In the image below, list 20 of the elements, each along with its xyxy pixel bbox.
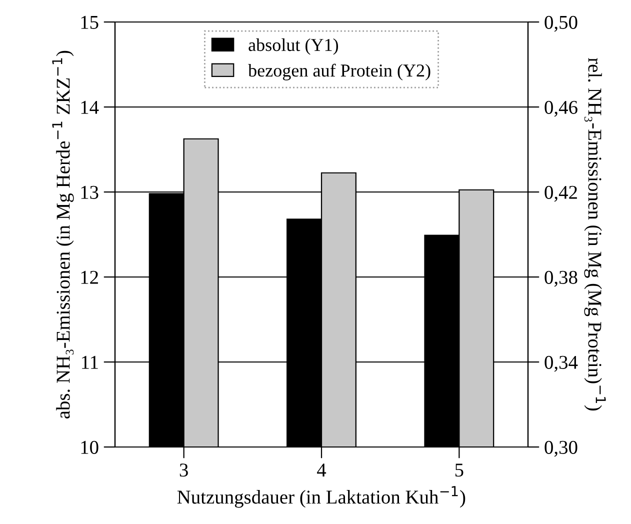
legend-label: absolut (Y1): [248, 38, 338, 55]
y-tick-label: 13: [81, 186, 98, 199]
y2-tick-label: 0,34: [544, 356, 578, 372]
y-tick-label: 14: [81, 100, 99, 114]
y2-tick-label: 0,30: [544, 440, 578, 457]
x-tick-label: 4: [317, 464, 326, 476]
y-tick-label: 11: [82, 356, 98, 369]
y-axis-title: abs. NH₃-Emissionen (in Mg Herde$^{−1}$ ZKZ$^{−1}$): [52, 50, 74, 418]
y2-tick-label: 0,42: [544, 186, 577, 202]
x-tick-label: 3: [180, 464, 188, 477]
y2-tick-label: 0,46: [544, 100, 578, 117]
y2-axis-title: rel. NH₃-Emissionen (in Mg (Mg Protein)$^{−1}$): [584, 58, 606, 410]
y2-tick-label: 0,38: [544, 270, 578, 287]
legend-label: bezogen auf Protein (Y2): [248, 64, 430, 80]
y2-tick-label: 0,50: [544, 16, 578, 32]
x-axis-title: Nutzungsdauer (in Laktation Kuh$^{−1}$): [177, 486, 466, 508]
y-tick-label: 15: [81, 16, 98, 29]
y-tick-label: 10: [81, 440, 98, 454]
x-tick-label: 5: [455, 464, 464, 477]
y-tick-label: 12: [81, 270, 98, 284]
